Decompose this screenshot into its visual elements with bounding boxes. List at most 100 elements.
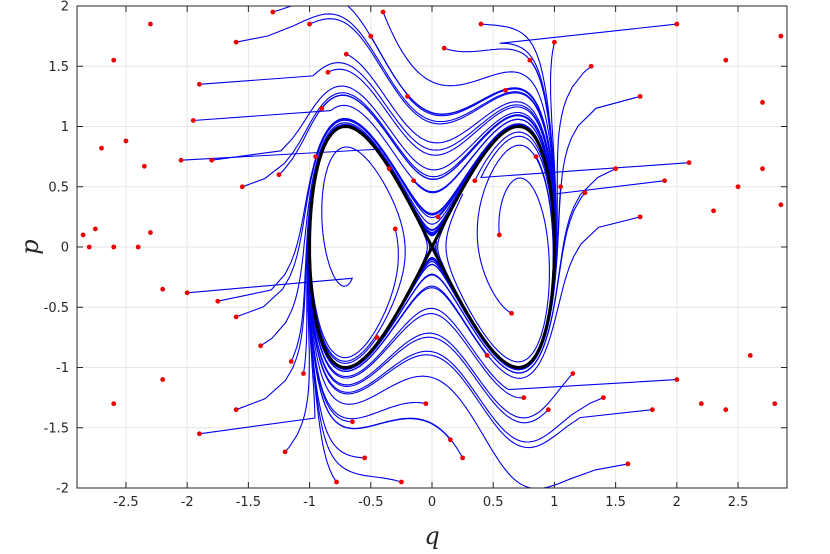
initial-point-2 — [92, 226, 98, 232]
initial-point-67 — [368, 33, 374, 39]
initial-point-53 — [698, 401, 704, 407]
initial-point-27 — [386, 166, 392, 172]
trajectory-64 — [235, 123, 493, 411]
initial-point-68 — [405, 93, 410, 99]
initial-points — [80, 9, 784, 485]
invariant-curve — [308, 124, 556, 370]
initial-point-4 — [111, 244, 117, 250]
initial-point-74 — [588, 63, 594, 69]
initial-point-85 — [307, 21, 312, 27]
initial-point-18 — [276, 172, 282, 178]
x-tick-label-2: -1.5 — [236, 495, 261, 510]
y-tick-label-6: 1 — [61, 120, 69, 135]
initial-point-26 — [374, 334, 380, 340]
initial-point-6 — [135, 244, 141, 250]
initial-point-57 — [747, 353, 753, 358]
initial-point-44 — [582, 190, 588, 196]
initial-point-17 — [258, 343, 264, 349]
initial-point-49 — [649, 407, 655, 413]
initial-point-15 — [233, 314, 239, 320]
x-tick-label-10: 2.5 — [728, 495, 749, 510]
initial-point-77 — [723, 57, 729, 63]
initial-point-19 — [288, 359, 294, 364]
initial-point-39 — [521, 395, 527, 401]
initial-point-36 — [484, 353, 490, 358]
y-tick-label-2: -1 — [56, 361, 69, 376]
y-tick-label-0: -2 — [56, 482, 69, 497]
initial-point-5 — [123, 138, 129, 144]
initial-point-10 — [178, 157, 184, 163]
initial-point-80 — [111, 57, 117, 63]
initial-point-84 — [270, 9, 276, 15]
initial-point-71 — [503, 87, 508, 93]
initial-point-33 — [447, 437, 453, 443]
x-tick-label-9: 2 — [673, 495, 681, 510]
trajectory-75 — [362, 95, 641, 371]
initial-point-31 — [423, 401, 429, 407]
initial-point-65 — [282, 449, 288, 455]
initial-point-23 — [334, 479, 339, 485]
initial-point-12 — [190, 118, 196, 123]
initial-point-32 — [435, 214, 441, 220]
y-axis-label: p — [16, 239, 44, 254]
initial-point-1 — [86, 244, 92, 250]
initial-point-43 — [570, 371, 576, 376]
y-tick-label-5: 0.5 — [48, 180, 69, 195]
y-tick-label-8: 2 — [61, 0, 69, 15]
initial-point-28 — [392, 226, 398, 232]
initial-point-64 — [233, 407, 239, 413]
initial-point-13 — [209, 157, 215, 163]
initial-point-62 — [160, 377, 166, 382]
initial-point-52 — [686, 160, 692, 166]
initial-point-11 — [184, 290, 190, 296]
y-tick-label-7: 1.5 — [48, 60, 69, 75]
initial-point-61 — [111, 401, 117, 407]
initial-point-63 — [197, 431, 202, 437]
initial-point-8 — [148, 230, 153, 235]
x-tick-label-3: -1 — [303, 495, 316, 510]
initial-point-56 — [735, 184, 741, 190]
initial-point-70 — [478, 21, 484, 27]
initial-point-76 — [674, 21, 680, 27]
initial-point-41 — [545, 407, 551, 413]
initial-point-42 — [558, 184, 563, 190]
initial-point-25 — [362, 455, 368, 461]
initial-point-0 — [80, 232, 86, 238]
initial-point-72 — [527, 57, 533, 63]
y-tick-label-1: -1.5 — [44, 421, 69, 436]
initial-point-83 — [233, 39, 239, 45]
initial-point-22 — [325, 69, 331, 75]
x-tick-label-1: -2 — [181, 495, 194, 510]
initial-point-45 — [600, 395, 606, 401]
x-tick-label-6: 0.5 — [483, 495, 504, 510]
initial-point-78 — [760, 100, 765, 105]
trajectory-37 — [445, 177, 550, 363]
initial-point-20 — [301, 371, 306, 376]
initial-point-87 — [380, 9, 386, 15]
initial-point-37 — [496, 232, 502, 238]
initial-point-50 — [662, 178, 667, 184]
initial-point-82 — [197, 81, 202, 87]
axis-ticks: -2.5 -2 -1.5 -1 -0.5 0 0.5 1 1.5 2 2.5 -2 -1.5 -1 -0.5… — [44, 0, 787, 510]
initial-point-79 — [778, 33, 784, 39]
initial-point-54 — [711, 208, 716, 214]
invariant-curve-group — [308, 124, 556, 370]
initial-point-47 — [625, 461, 631, 467]
initial-point-34 — [460, 455, 466, 461]
initial-point-21 — [313, 154, 319, 160]
initial-point-75 — [637, 93, 643, 99]
initial-point-38 — [509, 310, 514, 316]
initial-point-30 — [411, 178, 417, 184]
initial-point-73 — [552, 39, 557, 45]
x-tick-label-5: 0 — [428, 495, 436, 510]
initial-point-59 — [772, 401, 778, 407]
initial-point-7 — [141, 163, 147, 169]
initial-point-14 — [215, 298, 221, 304]
trajectory-46 — [309, 168, 616, 374]
y-tick-label-4: 0 — [61, 241, 69, 256]
initial-point-69 — [441, 45, 447, 51]
initial-point-81 — [148, 21, 153, 27]
trajectory-11 — [187, 146, 406, 362]
initial-point-9 — [160, 286, 166, 292]
